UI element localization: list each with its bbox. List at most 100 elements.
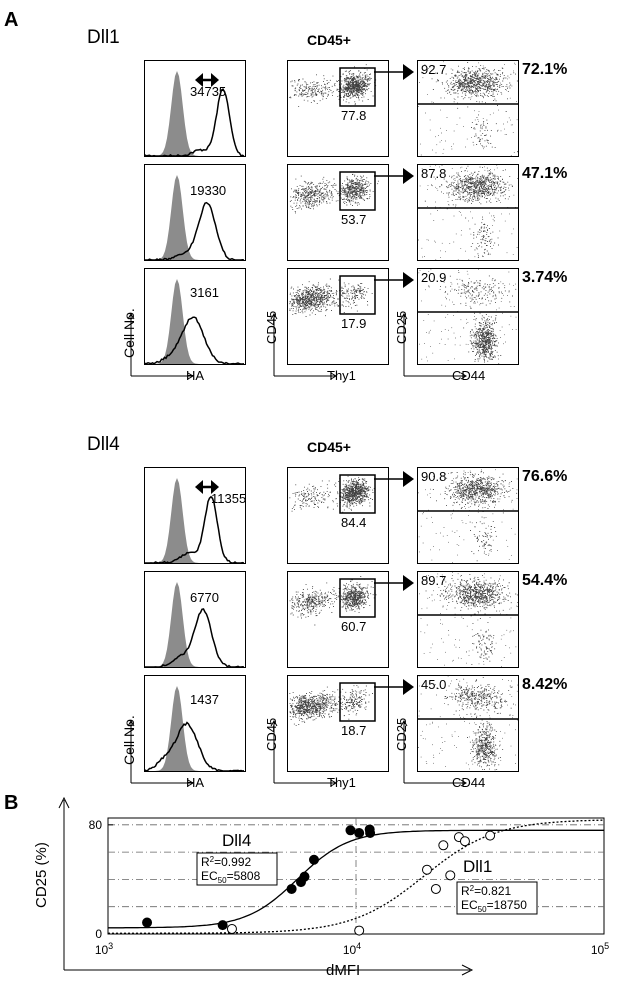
hist-y-axis-arrow	[127, 313, 135, 376]
cd25-gate-value: 20.9	[421, 270, 447, 285]
cd25-cd44-dotplot	[417, 60, 519, 157]
ha-histogram	[144, 164, 246, 261]
ha-histogram-svg	[145, 478, 245, 563]
event-dots	[289, 64, 377, 107]
cd25-cd44-dots	[418, 572, 518, 667]
dmfi-arrow-left-head	[195, 480, 203, 494]
sample-histogram	[145, 88, 245, 156]
mfi-value: 34735	[190, 84, 227, 99]
ha-histogram-svg	[145, 71, 245, 156]
cd45-thy1-dots	[289, 682, 376, 726]
ha-histogram-svg	[145, 582, 245, 667]
dot2-x-axis-label: CD44	[452, 775, 486, 790]
cd25-cd44-dots	[418, 676, 518, 771]
sample-histogram	[145, 316, 245, 364]
cd25-percent: 3.74%	[522, 269, 568, 286]
cd45-thy1-dots	[289, 275, 376, 317]
panel-a-letter: A	[4, 9, 19, 31]
dot1-x-axis-arrow	[274, 372, 337, 380]
thy1-gate	[339, 578, 376, 618]
thy1-gate	[339, 474, 376, 514]
cd25-gate-value: 87.8	[421, 166, 447, 181]
thy1-gate-value: 17.9	[341, 316, 367, 331]
cd45-thy1-dots	[289, 474, 376, 514]
data-point-dll4	[365, 828, 376, 839]
mfi-value: 6770	[190, 590, 219, 605]
x-tick-label: 104	[343, 941, 361, 957]
mfi-value: 19330	[190, 183, 227, 198]
thy1-gate-value: 60.7	[341, 619, 367, 634]
cd25-percent: 8.42%	[522, 676, 568, 693]
cd25-gate-value: 92.7	[421, 62, 447, 77]
dmfi-arrow-left-head	[195, 73, 203, 87]
sample-histogram	[145, 721, 245, 771]
cd25-cd44-dots	[418, 469, 518, 563]
ha-histogram	[144, 571, 246, 668]
data-point-dll1	[438, 840, 449, 851]
dot1-x-axis-label: Thy1	[327, 368, 356, 383]
data-point-dll4	[354, 828, 365, 839]
cd25-gate-value: 90.8	[421, 469, 447, 484]
ha-histogram	[144, 675, 246, 772]
mfi-value: 11355	[211, 491, 247, 506]
y-tick-label: 80	[89, 818, 103, 832]
dll4-fit-stats-box	[196, 852, 278, 886]
data-point-dll1	[226, 923, 237, 934]
event-dots	[418, 61, 518, 156]
ha-histogram-svg	[145, 175, 245, 260]
event-dots	[418, 676, 518, 771]
cd45-thy1-dotplot	[287, 571, 389, 668]
mfi-value: 3161	[190, 285, 219, 300]
panel-b-letter: B	[4, 792, 19, 814]
cd45-thy1-dots	[289, 171, 379, 214]
event-dots	[418, 269, 518, 364]
cd25-percent: 76.6%	[522, 468, 568, 485]
event-dots	[289, 576, 377, 626]
dot1-y-axis-arrow	[270, 720, 278, 783]
thy1-gate-value: 84.4	[341, 515, 367, 530]
sample-histogram	[145, 608, 245, 667]
x-tick-label: 105	[591, 941, 609, 957]
data-point-dll1	[421, 864, 432, 875]
data-point-dll1	[445, 870, 456, 881]
cd45-thy1-dotplot	[287, 60, 389, 157]
event-dots	[418, 469, 518, 563]
event-dots	[419, 572, 518, 667]
dot2-x-axis-arrow	[404, 779, 467, 787]
ha-histogram	[144, 60, 246, 157]
data-point-dll1	[430, 883, 441, 894]
thy1-gate-value: 53.7	[341, 212, 367, 227]
data-point-dll4	[286, 883, 297, 894]
cd45-thy1-dotplot	[287, 268, 389, 365]
cd25-percent: 72.1%	[522, 61, 568, 78]
cd25-cd44-dotplot	[417, 268, 519, 365]
x-axis-arrowhead	[461, 964, 474, 976]
gate-arrow	[374, 168, 414, 184]
ligand-label-dll4: Dll4	[87, 434, 120, 455]
x-tick-label: 103	[95, 941, 113, 957]
cd25-cd44-dots	[418, 165, 518, 260]
cd25-percent: 54.4%	[522, 572, 568, 589]
dll4-fit-stats-r2: R2=0.992	[201, 855, 251, 869]
dot2-x-axis-label: CD44	[452, 368, 486, 383]
hist-x-axis-arrow	[131, 779, 194, 787]
ligand-label-dll1: Dll1	[87, 27, 120, 48]
event-dots	[418, 165, 518, 260]
thy1-gate	[339, 171, 376, 211]
ha-histogram-svg	[145, 686, 245, 771]
data-point-dll4	[345, 825, 356, 836]
cd25-cd44-dots	[418, 269, 518, 364]
event-dots	[289, 278, 373, 317]
ha-histogram	[144, 268, 246, 365]
data-point-dll4	[299, 871, 310, 882]
cd25-gate-value: 45.0	[421, 677, 447, 692]
ha-histogram-svg	[145, 279, 245, 364]
cd25-percent: 47.1%	[522, 165, 568, 182]
cd25-cd44-dotplot	[417, 675, 519, 772]
cd25-cd44-dotplot	[417, 467, 519, 564]
dot2-x-axis-arrow	[404, 372, 467, 380]
hist-x-axis-label: HA	[186, 368, 205, 383]
cd45-thy1-dotplot	[287, 164, 389, 261]
data-point-dll4	[217, 920, 228, 931]
x-axis-label: dMFI	[326, 962, 360, 979]
